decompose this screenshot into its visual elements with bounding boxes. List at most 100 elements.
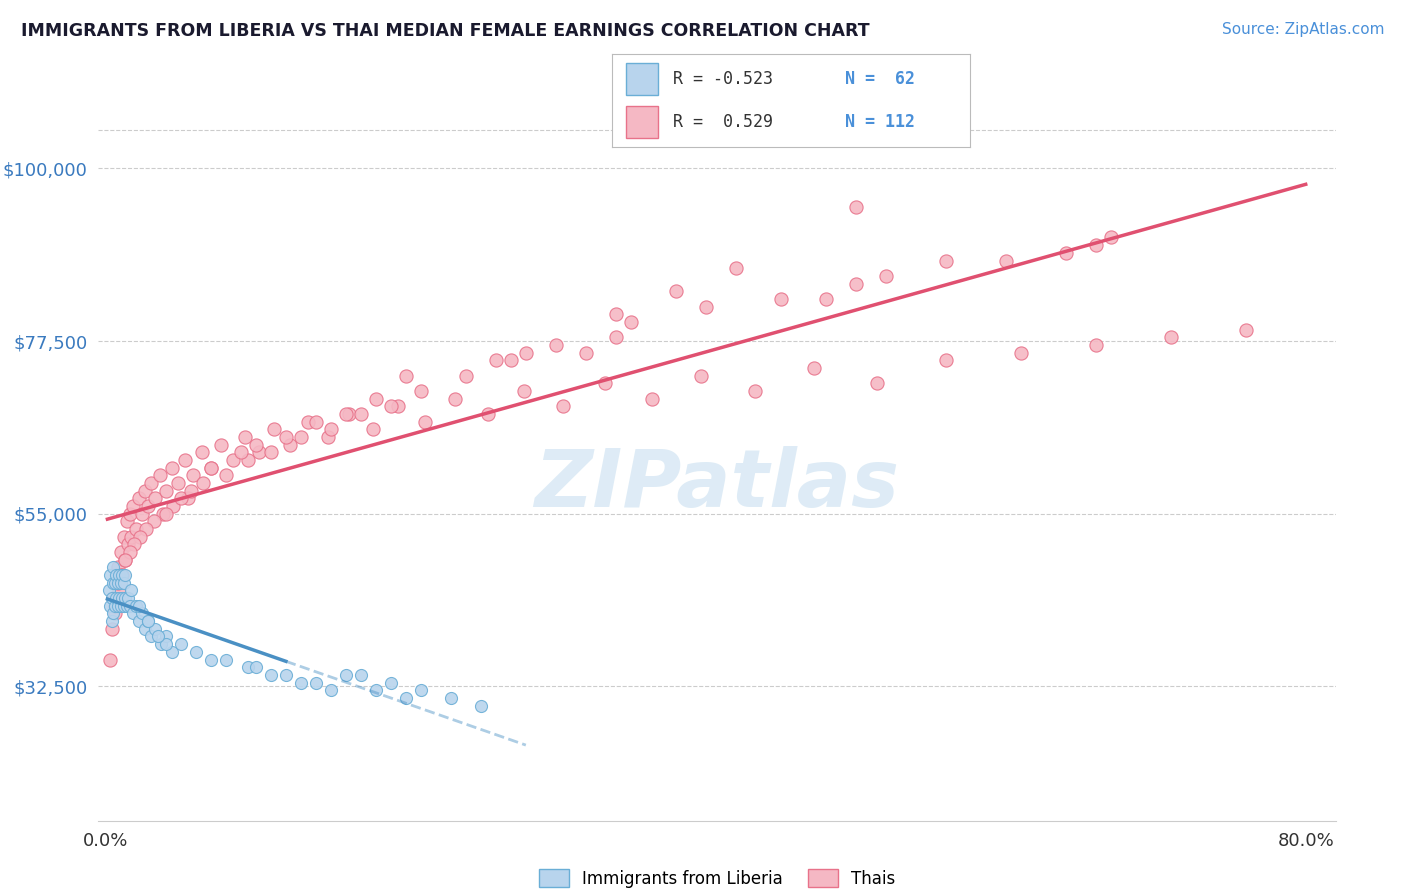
Point	[122, 607, 145, 621]
Point	[641, 392, 664, 406]
Point	[107, 560, 129, 574]
Point	[235, 430, 257, 444]
Point	[105, 568, 128, 582]
Point	[104, 599, 127, 613]
Text: R =  0.529: R = 0.529	[672, 113, 772, 131]
Point	[470, 698, 492, 713]
Point	[167, 476, 190, 491]
Point	[110, 599, 132, 613]
Point	[111, 568, 134, 582]
Point	[200, 652, 222, 666]
Point	[553, 399, 575, 413]
Point	[174, 453, 197, 467]
Point	[395, 368, 418, 383]
Point	[695, 300, 717, 314]
Point	[101, 622, 124, 636]
Point	[477, 407, 499, 421]
Point	[155, 483, 177, 498]
Point	[108, 568, 131, 582]
Point	[290, 675, 312, 690]
Text: ZIPatlas: ZIPatlas	[534, 446, 900, 524]
Point	[111, 591, 134, 606]
Point	[101, 591, 124, 606]
Point	[215, 652, 238, 666]
Point	[724, 261, 747, 276]
Point	[107, 575, 129, 590]
Point	[1084, 338, 1107, 352]
Point	[120, 530, 142, 544]
Point	[155, 637, 177, 651]
Point	[124, 537, 146, 551]
Point	[184, 645, 207, 659]
Point	[575, 345, 598, 359]
Point	[120, 583, 142, 598]
Point	[395, 690, 418, 705]
Point	[209, 437, 232, 451]
Point	[803, 360, 825, 375]
Point	[170, 637, 193, 651]
Point	[544, 338, 567, 352]
Point	[97, 583, 120, 598]
Point	[111, 568, 134, 582]
Point	[104, 607, 127, 621]
Point	[866, 376, 889, 391]
Point	[1084, 238, 1107, 252]
Point	[935, 253, 957, 268]
Point	[125, 599, 148, 613]
Point	[415, 415, 437, 429]
Point	[110, 568, 132, 582]
Point	[814, 292, 837, 306]
Point	[155, 507, 177, 521]
Point	[112, 575, 135, 590]
Point	[305, 675, 328, 690]
Point	[337, 407, 360, 421]
Point	[100, 568, 122, 582]
Point	[114, 553, 136, 567]
Point	[1010, 345, 1032, 359]
Point	[122, 499, 145, 513]
Point	[1054, 245, 1077, 260]
Point	[136, 614, 159, 628]
Point	[454, 368, 477, 383]
Point	[387, 399, 409, 413]
Point	[100, 652, 122, 666]
Point	[409, 683, 432, 698]
Point	[499, 353, 522, 368]
Point	[114, 591, 136, 606]
Point	[101, 614, 124, 628]
Point	[409, 384, 432, 398]
Point	[110, 545, 132, 559]
Point	[1234, 322, 1257, 336]
Point	[134, 483, 156, 498]
Point	[215, 468, 238, 483]
Point	[131, 607, 153, 621]
Point	[350, 668, 373, 682]
Point	[247, 445, 270, 459]
Point	[1160, 330, 1182, 344]
Point	[112, 530, 135, 544]
Point	[335, 407, 357, 421]
Text: IMMIGRANTS FROM LIBERIA VS THAI MEDIAN FEMALE EARNINGS CORRELATION CHART: IMMIGRANTS FROM LIBERIA VS THAI MEDIAN F…	[21, 22, 870, 40]
Point	[145, 622, 167, 636]
FancyBboxPatch shape	[626, 106, 658, 138]
Point	[875, 268, 897, 283]
Point	[103, 591, 125, 606]
Point	[350, 407, 373, 421]
Point	[191, 445, 214, 459]
Point	[245, 660, 267, 674]
Point	[200, 460, 222, 475]
Point	[1099, 230, 1122, 244]
Point	[319, 683, 342, 698]
Point	[170, 491, 193, 506]
Point	[112, 599, 135, 613]
Point	[316, 430, 339, 444]
Point	[160, 460, 183, 475]
Point	[238, 453, 260, 467]
Point	[380, 675, 402, 690]
Point	[744, 384, 766, 398]
Point	[440, 690, 463, 705]
Point	[103, 560, 125, 574]
Point	[114, 553, 136, 567]
Point	[152, 507, 174, 521]
Point	[994, 253, 1017, 268]
